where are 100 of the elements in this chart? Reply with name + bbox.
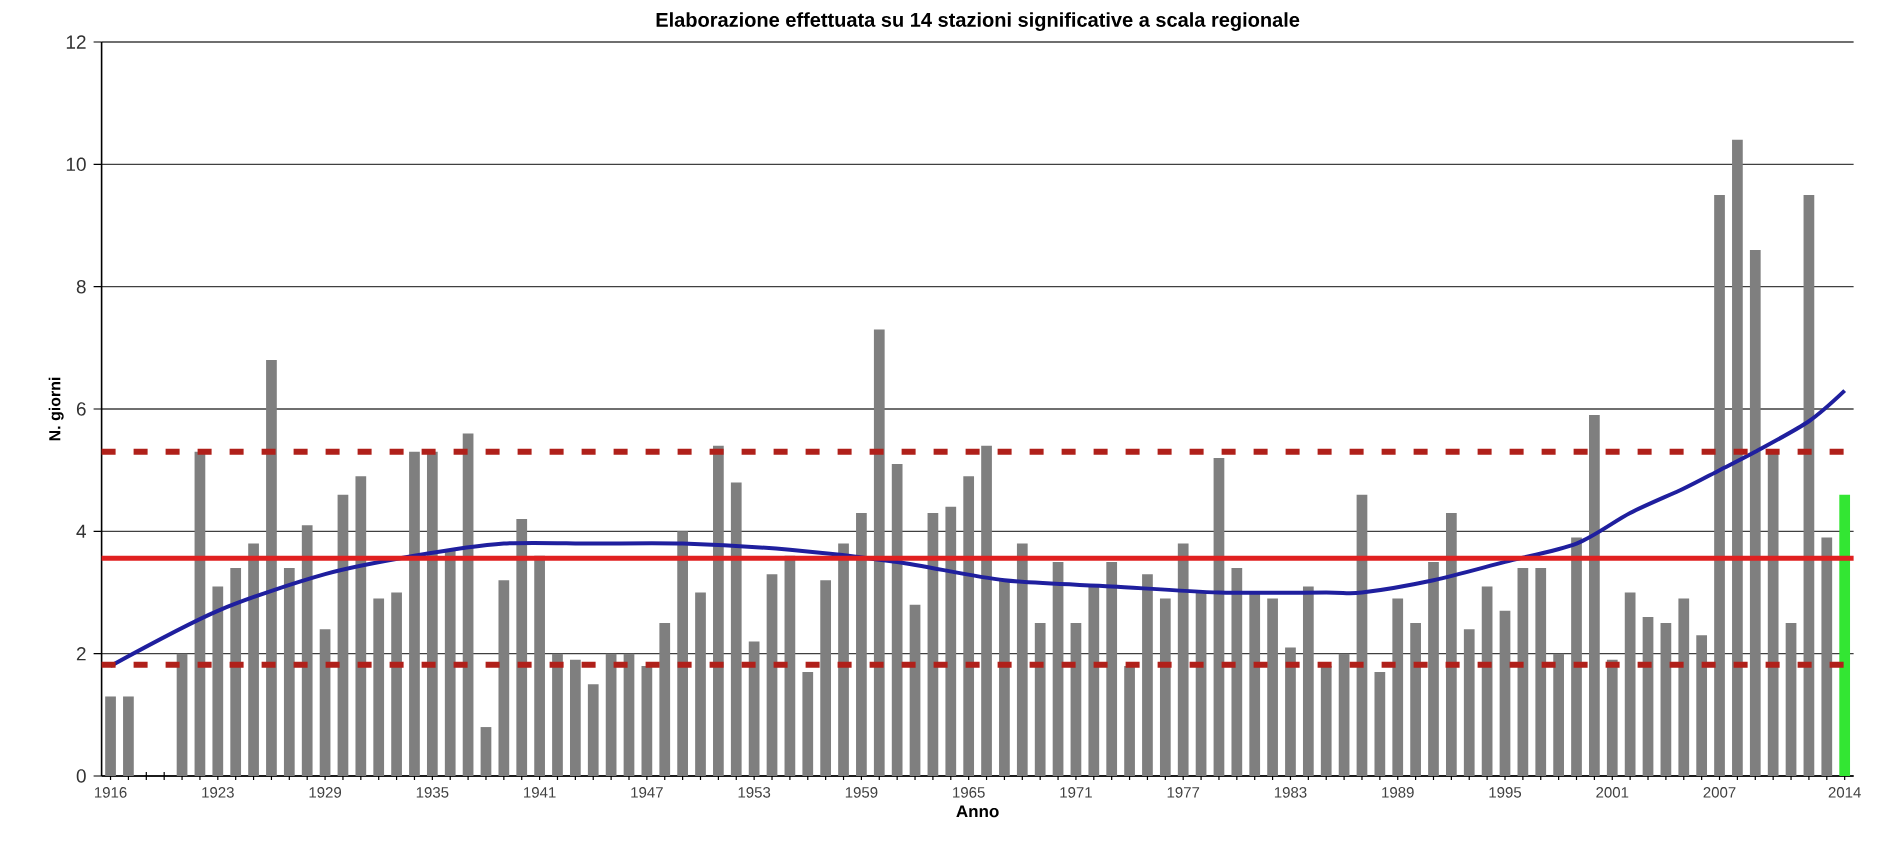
bar [1159, 598, 1171, 776]
bar [1231, 568, 1243, 776]
y-tick-label: 0 [76, 769, 86, 783]
bar [1052, 561, 1064, 776]
x-tick-label: 1941 [524, 787, 556, 798]
x-tick-label: 1947 [631, 787, 663, 798]
bar [1642, 616, 1654, 776]
bar [1481, 586, 1493, 776]
bar [552, 653, 563, 776]
bar [1606, 659, 1618, 776]
bar [319, 629, 331, 776]
bar [1285, 647, 1296, 776]
bar [1499, 610, 1511, 776]
bar [641, 665, 653, 776]
bar [123, 696, 134, 776]
bar [1839, 494, 1851, 776]
bar [409, 451, 420, 776]
bar [999, 580, 1010, 776]
bar [1535, 568, 1547, 776]
bar [1410, 623, 1421, 776]
bar [212, 586, 224, 776]
y-tick-label: 4 [76, 524, 86, 538]
bar [1785, 623, 1797, 776]
bar [516, 519, 528, 776]
bar [1678, 598, 1690, 776]
bar [587, 684, 599, 776]
bar [856, 512, 867, 776]
bar [963, 476, 975, 776]
x-tick-label: 1971 [1060, 787, 1092, 798]
x-tick-label: 1977 [1167, 787, 1200, 798]
bar [1106, 561, 1118, 776]
bar [623, 653, 635, 776]
bar [248, 543, 259, 776]
bar [1177, 543, 1189, 776]
bar [945, 506, 957, 776]
bar [1446, 512, 1457, 776]
bar [766, 574, 778, 776]
bar [391, 592, 402, 776]
bar [802, 672, 814, 776]
bar [176, 653, 188, 776]
bar [266, 360, 277, 776]
x-axis-title: Anno [956, 805, 999, 818]
bar [355, 476, 367, 776]
bar [1016, 543, 1028, 776]
bar [480, 727, 492, 776]
chart-title: Elaborazione effettuata su 14 stazioni significative a scala regionale [656, 12, 1300, 31]
bar [1463, 629, 1475, 776]
bar [1624, 592, 1636, 776]
bar [1660, 623, 1672, 776]
bar [1142, 574, 1153, 776]
x-tick-label: 2014 [1828, 787, 1861, 798]
bar [1338, 653, 1350, 776]
x-tick-label: 1989 [1382, 787, 1414, 798]
x-tick-label: 1935 [416, 787, 449, 798]
bar [1302, 586, 1314, 776]
bar [677, 531, 688, 776]
y-tick-label: 10 [66, 157, 86, 172]
bar [1553, 653, 1564, 776]
bar [1213, 457, 1225, 776]
bar [1320, 665, 1332, 776]
x-tick-label: 1983 [1274, 787, 1307, 798]
bar [1714, 194, 1725, 776]
bar [230, 568, 242, 776]
x-tick-label: 1929 [309, 787, 342, 798]
bar [659, 623, 671, 776]
bar [1749, 249, 1761, 776]
bar [426, 451, 438, 776]
x-tick-label: 1923 [202, 787, 234, 798]
bar [1392, 598, 1404, 776]
bar [1571, 537, 1582, 776]
x-tick-label: 1916 [94, 787, 127, 798]
bar [838, 543, 849, 776]
x-tick-label: 1953 [738, 787, 771, 798]
x-tick-label: 1995 [1489, 787, 1522, 798]
bar [909, 604, 921, 776]
bar [301, 525, 313, 776]
bar [605, 653, 617, 776]
bar [444, 549, 456, 776]
bar [1249, 592, 1261, 776]
x-tick-label: 2001 [1596, 787, 1629, 798]
bar [105, 696, 116, 776]
bar [283, 568, 295, 776]
bar [1374, 672, 1386, 776]
bar [1696, 635, 1708, 776]
bar [891, 464, 903, 776]
y-axis-title: N. giorni [48, 377, 64, 441]
bar [1034, 623, 1046, 776]
bar [1428, 561, 1439, 776]
bar [1195, 592, 1207, 776]
bar [1589, 415, 1600, 776]
bar [373, 598, 385, 776]
bar [820, 580, 832, 776]
x-tick-label: 1959 [845, 787, 878, 798]
bar [1803, 194, 1815, 776]
y-tick-label: 2 [76, 647, 86, 661]
x-tick-label: 2007 [1703, 787, 1736, 798]
bar [748, 641, 760, 776]
bar [1267, 598, 1278, 776]
bar [337, 494, 349, 776]
bar [1821, 537, 1833, 776]
